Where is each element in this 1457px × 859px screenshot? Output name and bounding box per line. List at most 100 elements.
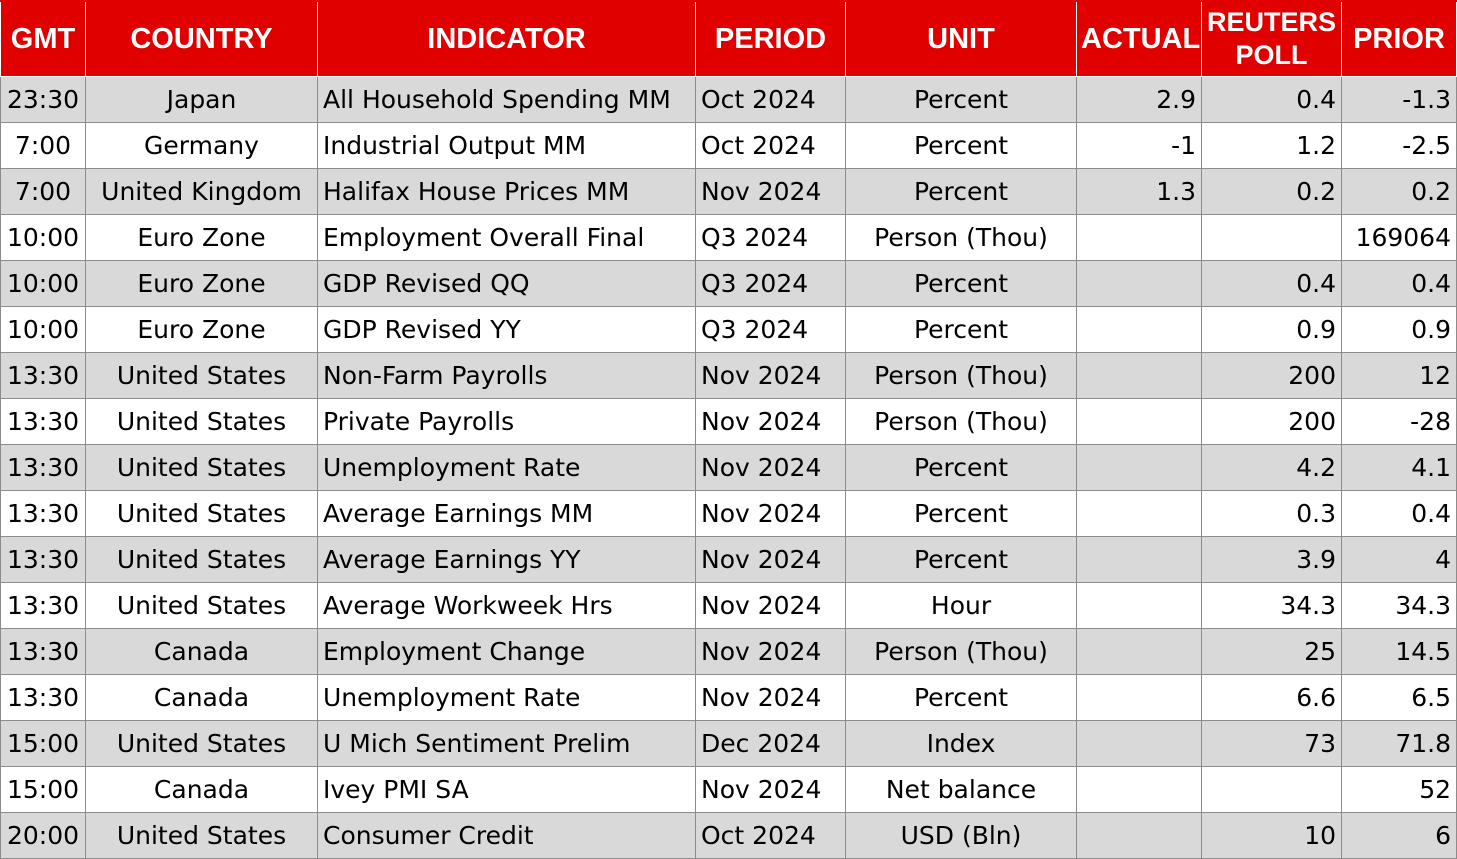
cell-country: United States (85, 582, 318, 629)
cell-country: Japan (85, 76, 318, 123)
cell-country: United States (85, 536, 318, 583)
cell-indicator: Average Earnings YY (317, 536, 696, 583)
header-country: COUNTRY (85, 0, 318, 77)
table-row: 15:00 United States U Mich Sentiment Preli… (0, 720, 1457, 767)
cell-reuters-poll: 10 (1201, 812, 1342, 859)
table-body: 23:30 Japan All Household Spending MM Oct 2… (0, 76, 1457, 859)
cell-prior: -1.3 (1341, 76, 1457, 123)
cell-country: United Kingdom (85, 168, 318, 215)
cell-actual (1076, 628, 1202, 675)
cell-unit: Person (Thou) (845, 352, 1077, 399)
cell-actual (1076, 214, 1202, 261)
cell-actual (1076, 398, 1202, 445)
cell-indicator: Average Earnings MM (317, 490, 696, 537)
header-reuters-poll: REUTERS POLL (1201, 0, 1342, 77)
cell-indicator: Consumer Credit (317, 812, 696, 859)
cell-actual (1076, 582, 1202, 629)
cell-prior: 4.1 (1341, 444, 1457, 491)
cell-indicator: Halifax House Prices MM (317, 168, 696, 215)
cell-gmt: 10:00 (0, 306, 86, 353)
cell-gmt: 7:00 (0, 168, 86, 215)
table-row: 13:30 United States Non-Farm Payrolls Nov 2… (0, 352, 1457, 399)
table-row: 23:30 Japan All Household Spending MM Oct 2… (0, 76, 1457, 123)
cell-reuters-poll: 1.2 (1201, 122, 1342, 169)
cell-reuters-poll: 25 (1201, 628, 1342, 675)
table-row: 15:00 Canada Ivey PMI SA Nov 2024 Net balanc… (0, 766, 1457, 813)
table-row: 13:30 United States Unemployment Rate Nov 2… (0, 444, 1457, 491)
cell-gmt: 13:30 (0, 582, 86, 629)
cell-gmt: 13:30 (0, 674, 86, 721)
cell-actual (1076, 352, 1202, 399)
cell-gmt: 7:00 (0, 122, 86, 169)
cell-reuters-poll: 4.2 (1201, 444, 1342, 491)
cell-reuters-poll: 34.3 (1201, 582, 1342, 629)
cell-gmt: 13:30 (0, 536, 86, 583)
cell-period: Nov 2024 (695, 444, 846, 491)
cell-unit: Percent (845, 306, 1077, 353)
table-header: GMT COUNTRY INDICATOR PERIOD UNIT ACTUAL… (0, 0, 1457, 77)
cell-unit: Percent (845, 260, 1077, 307)
header-indicator: INDICATOR (317, 0, 696, 77)
cell-gmt: 13:30 (0, 444, 86, 491)
cell-gmt: 10:00 (0, 260, 86, 307)
cell-actual (1076, 720, 1202, 767)
cell-prior: -2.5 (1341, 122, 1457, 169)
cell-unit: Index (845, 720, 1077, 767)
cell-reuters-poll (1201, 214, 1342, 261)
cell-indicator: GDP Revised YY (317, 306, 696, 353)
cell-prior: 0.4 (1341, 260, 1457, 307)
cell-prior: 4 (1341, 536, 1457, 583)
cell-country: United States (85, 352, 318, 399)
header-reuters-poll-line2: POLL (1235, 40, 1308, 70)
cell-gmt: 13:30 (0, 490, 86, 537)
cell-prior: 71.8 (1341, 720, 1457, 767)
cell-country: Euro Zone (85, 260, 318, 307)
cell-gmt: 15:00 (0, 720, 86, 767)
cell-prior: 6 (1341, 812, 1457, 859)
cell-actual (1076, 536, 1202, 583)
cell-prior: 169064 (1341, 214, 1457, 261)
cell-prior: 6.5 (1341, 674, 1457, 721)
cell-unit: Person (Thou) (845, 398, 1077, 445)
cell-gmt: 23:30 (0, 76, 86, 123)
cell-gmt: 13:30 (0, 628, 86, 675)
cell-actual (1076, 766, 1202, 813)
cell-indicator: U Mich Sentiment Prelim (317, 720, 696, 767)
cell-prior: 0.2 (1341, 168, 1457, 215)
cell-period: Oct 2024 (695, 76, 846, 123)
cell-country: Germany (85, 122, 318, 169)
cell-gmt: 13:30 (0, 398, 86, 445)
cell-unit: Percent (845, 122, 1077, 169)
cell-reuters-poll (1201, 766, 1342, 813)
cell-unit: USD (Bln) (845, 812, 1077, 859)
cell-unit: Person (Thou) (845, 214, 1077, 261)
cell-prior: -28 (1341, 398, 1457, 445)
table-row: 7:00 United Kingdom Halifax House Prices M… (0, 168, 1457, 215)
cell-actual (1076, 260, 1202, 307)
cell-actual (1076, 490, 1202, 537)
cell-actual: -1 (1076, 122, 1202, 169)
cell-indicator: Ivey PMI SA (317, 766, 696, 813)
header-period: PERIOD (695, 0, 846, 77)
cell-period: Nov 2024 (695, 490, 846, 537)
table-row: 10:00 Euro Zone GDP Revised YY Q3 2024 Perce… (0, 306, 1457, 353)
cell-reuters-poll: 200 (1201, 352, 1342, 399)
cell-prior: 12 (1341, 352, 1457, 399)
cell-country: United States (85, 490, 318, 537)
table-row: 13:30 Canada Unemployment Rate Nov 2024 Perc… (0, 674, 1457, 721)
cell-indicator: Employment Change (317, 628, 696, 675)
header-unit: UNIT (845, 0, 1077, 77)
cell-country: United States (85, 812, 318, 859)
cell-period: Q3 2024 (695, 260, 846, 307)
cell-actual (1076, 812, 1202, 859)
cell-actual: 2.9 (1076, 76, 1202, 123)
cell-period: Nov 2024 (695, 168, 846, 215)
cell-country: Canada (85, 628, 318, 675)
cell-reuters-poll: 0.9 (1201, 306, 1342, 353)
table-row: 7:00 Germany Industrial Output MM Oct 2024 P… (0, 122, 1457, 169)
cell-country: United States (85, 720, 318, 767)
cell-period: Nov 2024 (695, 398, 846, 445)
cell-indicator: Unemployment Rate (317, 674, 696, 721)
cell-reuters-poll: 200 (1201, 398, 1342, 445)
